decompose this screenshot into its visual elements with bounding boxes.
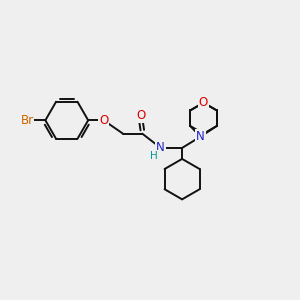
- Text: O: O: [199, 96, 208, 109]
- Text: O: O: [99, 114, 108, 127]
- Text: Br: Br: [20, 114, 34, 127]
- Text: N: N: [156, 141, 165, 154]
- Text: O: O: [136, 109, 146, 122]
- Text: N: N: [196, 130, 205, 143]
- Text: H: H: [150, 151, 158, 161]
